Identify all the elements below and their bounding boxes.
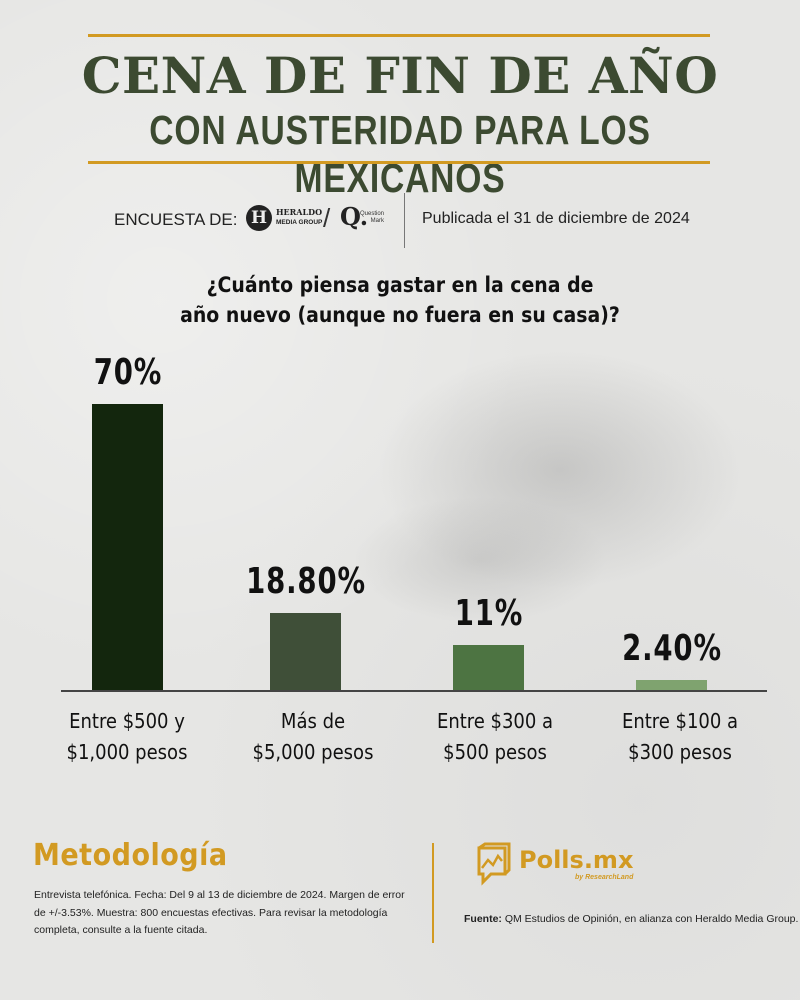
qm-line2: Mark — [370, 218, 385, 224]
heraldo-logo-icon: H — [246, 205, 272, 231]
heraldo-line2: MEDIA GROUP — [276, 219, 323, 226]
category-label-1: Entre $500 y $1,000 pesos — [32, 706, 222, 768]
methodology-title: Metodología — [33, 838, 228, 873]
category-label-2-line1: Más de — [280, 709, 346, 733]
category-label-1-line2: $1,000 pesos — [66, 740, 188, 764]
bottom-gold-rule — [88, 161, 710, 164]
category-label-4: Entre $100 a $300 pesos — [585, 706, 775, 768]
survey-by-label: ENCUESTA DE: — [114, 210, 238, 229]
top-gold-rule — [88, 34, 710, 37]
bar-2 — [270, 613, 341, 690]
bar-value-1: 70% — [93, 352, 163, 393]
chart-question: ¿Cuánto piensa gastar en la cena de año … — [150, 270, 650, 330]
category-label-2-line2: $5,000 pesos — [252, 740, 374, 764]
qm-line1: Question — [360, 211, 385, 217]
methodology-body: Entrevista telefónica. Fecha: Del 9 al 1… — [34, 889, 405, 936]
byline: ENCUESTA DE: H HERALDO MEDIA GROUP / Q. … — [0, 193, 800, 248]
polls-mx-logo: Polls.mx by ResearchLand — [475, 842, 640, 888]
polls-brand-sub: by ResearchLand — [575, 874, 634, 881]
source-text: QM Estudios de Opinión, en alianza con H… — [501, 913, 799, 925]
question-line-2: año nuevo (aunque no fuera en su casa)? — [180, 303, 620, 327]
byline-divider — [404, 193, 405, 248]
heraldo-line1: HERALDO — [276, 207, 323, 217]
category-label-1-line1: Entre $500 y — [69, 709, 185, 733]
category-label-3-line2: $500 pesos — [443, 740, 547, 764]
category-label-4-line1: Entre $100 a — [621, 709, 739, 733]
bar-value-4: 2.40% — [622, 628, 722, 670]
logo-separator: / — [323, 203, 331, 233]
question-line-1: ¿Cuánto piensa gastar en la cena de — [206, 273, 594, 297]
source-note: Fuente: QM Estudios de Opinión, en alian… — [464, 913, 798, 925]
category-label-3-line1: Entre $300 a — [436, 709, 554, 733]
footer-divider — [432, 843, 434, 943]
page-title: CENA DE FIN DE AÑO — [81, 46, 719, 105]
bar-4 — [636, 680, 707, 690]
category-label-4-line2: $300 pesos — [628, 740, 732, 764]
bar-1 — [92, 404, 163, 690]
publish-date: Publicada el 31 de diciembre de 2024 — [422, 210, 690, 227]
polls-chart-icon — [477, 842, 511, 886]
category-label-2: Más de $5,000 pesos — [218, 706, 408, 768]
heraldo-logo-text: HERALDO MEDIA GROUP — [276, 208, 322, 227]
question-mark-logo-text: Question Mark — [360, 211, 384, 225]
source-label: Fuente: — [464, 913, 502, 925]
bar-3 — [453, 645, 524, 690]
category-label-3: Entre $300 a $500 pesos — [400, 706, 590, 768]
bar-value-3: 11% — [454, 593, 524, 635]
bar-value-2: 18.80% — [246, 561, 366, 603]
polls-brand-name: Polls.mx — [519, 846, 634, 874]
question-mark-logo-icon: Q. — [340, 202, 369, 231]
chart-baseline — [61, 690, 767, 692]
